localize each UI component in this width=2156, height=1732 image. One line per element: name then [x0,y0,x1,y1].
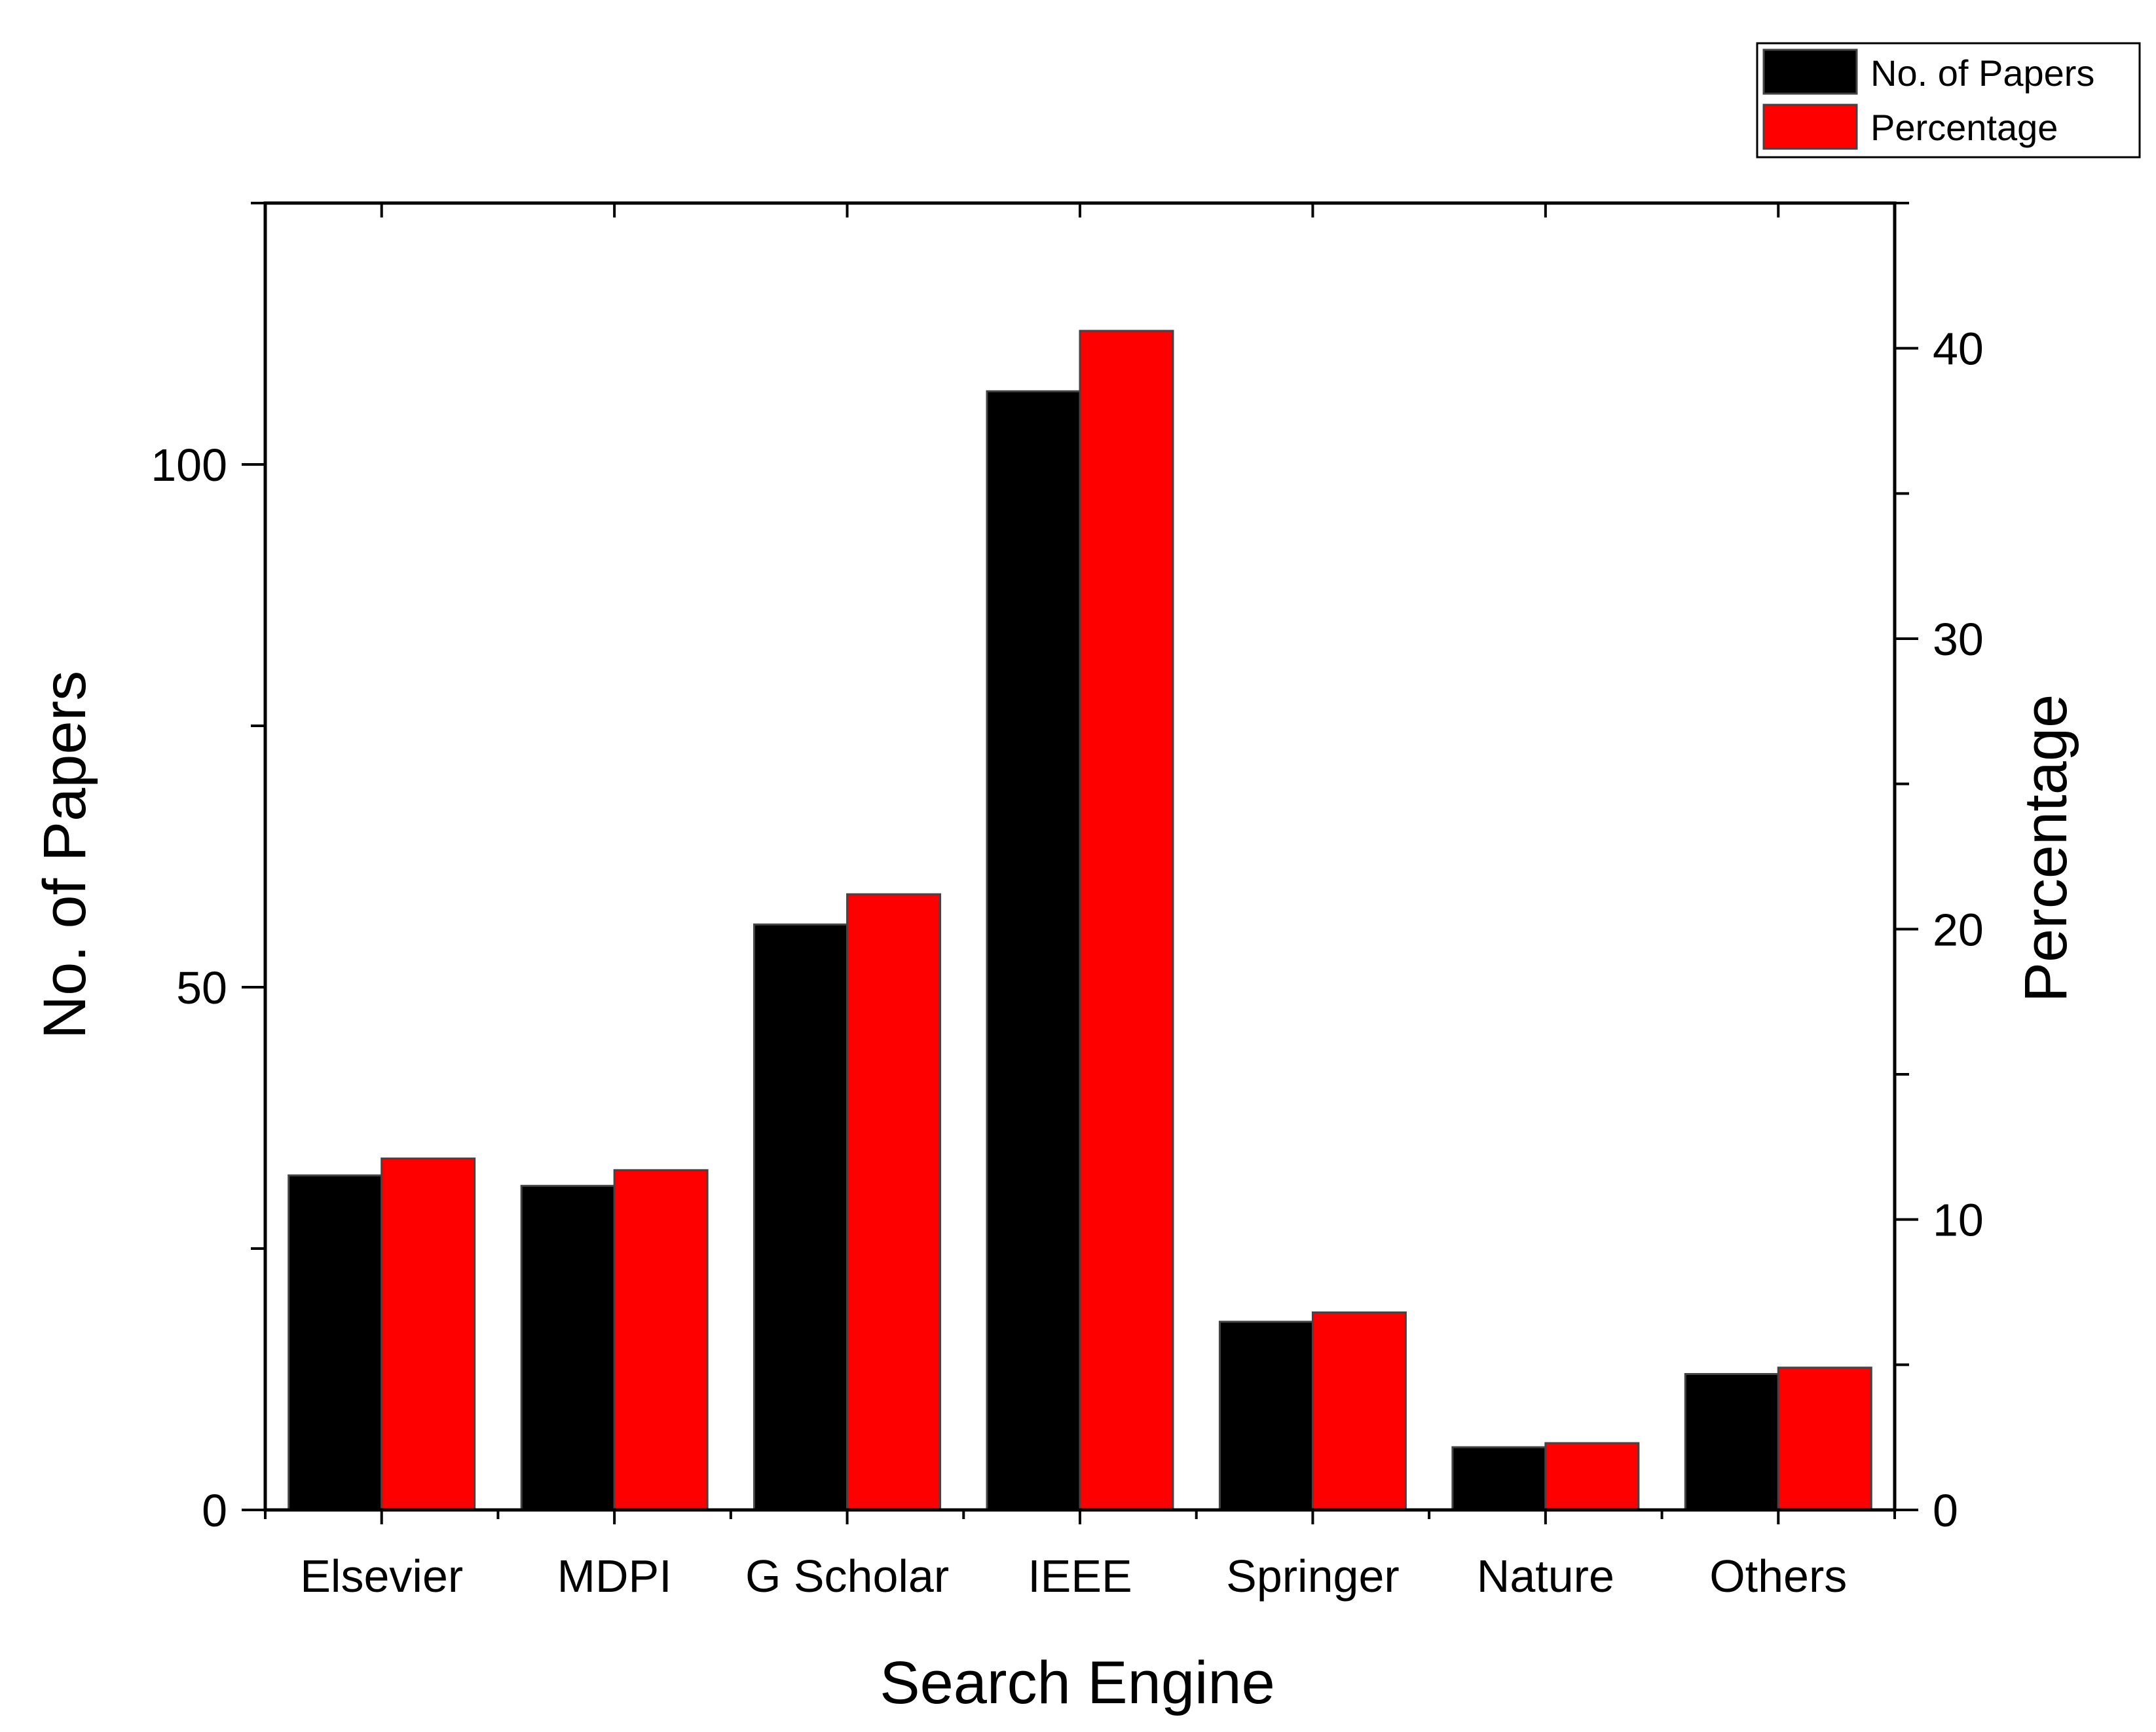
bars-group [288,329,1872,1511]
x-tick-label: G Scholar [745,1551,949,1602]
bar-papers [1684,1373,1779,1511]
bar-papers [1451,1446,1547,1511]
legend: No. of Papers Percentage [1756,42,2141,159]
bar-percentage [1777,1366,1872,1511]
y-left-tick-label: 0 [202,1485,227,1536]
x-tick-label: Others [1709,1551,1847,1602]
bar-percentage [1079,329,1174,1511]
legend-label-percentage: Percentage [1870,107,2058,148]
bar-percentage [613,1169,709,1511]
x-tick-label: Nature [1477,1551,1614,1602]
y-right-tick-label: 10 [1933,1195,1984,1246]
bar-papers [1218,1321,1314,1511]
y-axis-title-right: Percentage [2013,694,2079,1003]
legend-swatch-percentage [1762,104,1858,150]
bar-papers [986,390,1081,1511]
y-right-tick-label: 0 [1933,1485,1958,1536]
bar-papers [753,923,849,1511]
y-right-tick-label: 40 [1933,324,1984,375]
bar-percentage [1544,1442,1640,1511]
bar-percentage [1311,1311,1407,1511]
y-right-tick-label: 30 [1933,614,1984,665]
x-axis-title: Search Engine [880,1649,1275,1716]
x-tick-label: IEEE [1028,1551,1132,1602]
bar-papers [288,1174,383,1511]
legend-swatch-papers [1762,48,1858,95]
y-axis-title-left: No. of Papers [31,671,98,1040]
x-tick-label: Springer [1226,1551,1400,1602]
ticks-group: Elsevier MDPI G Scholar IEEE Springer Nature O… [151,202,1984,1602]
legend-label-papers: No. of Papers [1870,52,2094,94]
y-left-tick-label: 50 [176,962,227,1013]
bar-percentage [846,893,942,1511]
y-right-tick-label: 20 [1933,904,1984,955]
bar-papers [520,1184,616,1511]
x-tick-label: MDPI [557,1551,672,1602]
bar-percentage [381,1158,476,1511]
y-left-tick-label: 100 [151,440,227,491]
x-tick-label: Elsevier [300,1551,463,1602]
